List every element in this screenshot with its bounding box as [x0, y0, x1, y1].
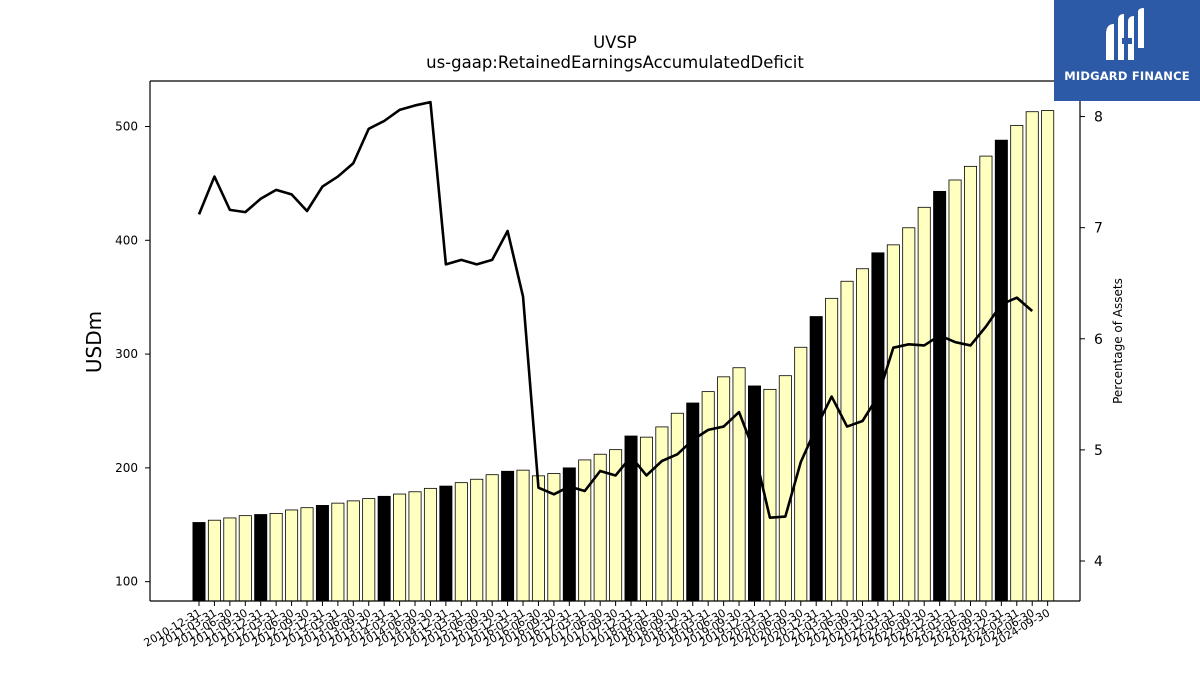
bar — [994, 139, 1008, 602]
brand-logo: MIDGARD FINANCE — [1054, 0, 1200, 101]
bar — [964, 165, 978, 602]
bar — [655, 426, 669, 602]
bar — [408, 491, 422, 602]
bar — [269, 512, 283, 602]
bar — [809, 316, 823, 602]
bar — [439, 485, 453, 602]
y-axis-label: USDm — [82, 311, 106, 373]
y-tick-label: 100 — [115, 575, 138, 589]
bar — [377, 495, 391, 602]
bar — [840, 280, 854, 602]
y-tick-label: 300 — [115, 347, 138, 361]
y2-tick-label: 6 — [1094, 332, 1103, 348]
brand-mark-icon — [1106, 8, 1144, 60]
bar — [485, 474, 499, 602]
bar — [285, 509, 299, 602]
bar — [470, 478, 484, 602]
bar — [315, 505, 329, 602]
bar — [223, 517, 237, 602]
y-tick-label: 400 — [115, 233, 138, 247]
bar — [701, 391, 715, 602]
bar — [902, 227, 916, 602]
bar — [300, 507, 314, 602]
y2-tick-label: 8 — [1094, 110, 1103, 126]
bar — [254, 514, 268, 602]
bar — [1025, 111, 1039, 602]
y2-tick-label: 4 — [1094, 554, 1103, 570]
bar — [778, 375, 792, 602]
y2-tick-label: 7 — [1094, 221, 1103, 237]
bar — [732, 367, 746, 602]
bar — [454, 482, 468, 602]
bar — [979, 155, 993, 602]
bar — [516, 469, 530, 602]
bar — [331, 502, 345, 602]
brand-name: MIDGARD FINANCE — [1064, 69, 1190, 83]
bar — [393, 493, 407, 602]
chart-subtitle: us-gaap:RetainedEarningsAccumulatedDefic… — [426, 53, 804, 72]
bar — [192, 522, 206, 602]
bar — [717, 376, 731, 602]
series-line — [197, 100, 1034, 519]
bar — [825, 297, 839, 602]
bar — [639, 436, 653, 602]
bar — [238, 515, 252, 602]
bar — [886, 244, 900, 602]
bar — [531, 475, 545, 602]
bar — [1010, 124, 1024, 602]
bar — [747, 385, 761, 602]
bar — [423, 487, 437, 602]
bar — [686, 402, 700, 602]
bar — [855, 268, 869, 602]
bar — [501, 470, 515, 602]
bar — [871, 252, 885, 602]
bar — [207, 519, 221, 602]
y2-axis-label: Percentage of Assets — [1111, 278, 1125, 404]
bar — [948, 179, 962, 602]
y-tick-label: 200 — [115, 461, 138, 475]
bar — [933, 190, 947, 602]
y-tick-label: 500 — [115, 120, 138, 134]
bar — [362, 498, 376, 602]
bar — [670, 412, 684, 602]
bar — [1041, 110, 1055, 602]
bar — [609, 449, 623, 602]
bar — [578, 459, 592, 602]
chart-title: UVSP — [593, 33, 637, 52]
bar — [346, 500, 360, 602]
bar — [917, 206, 931, 602]
y2-tick-label: 5 — [1094, 443, 1103, 459]
